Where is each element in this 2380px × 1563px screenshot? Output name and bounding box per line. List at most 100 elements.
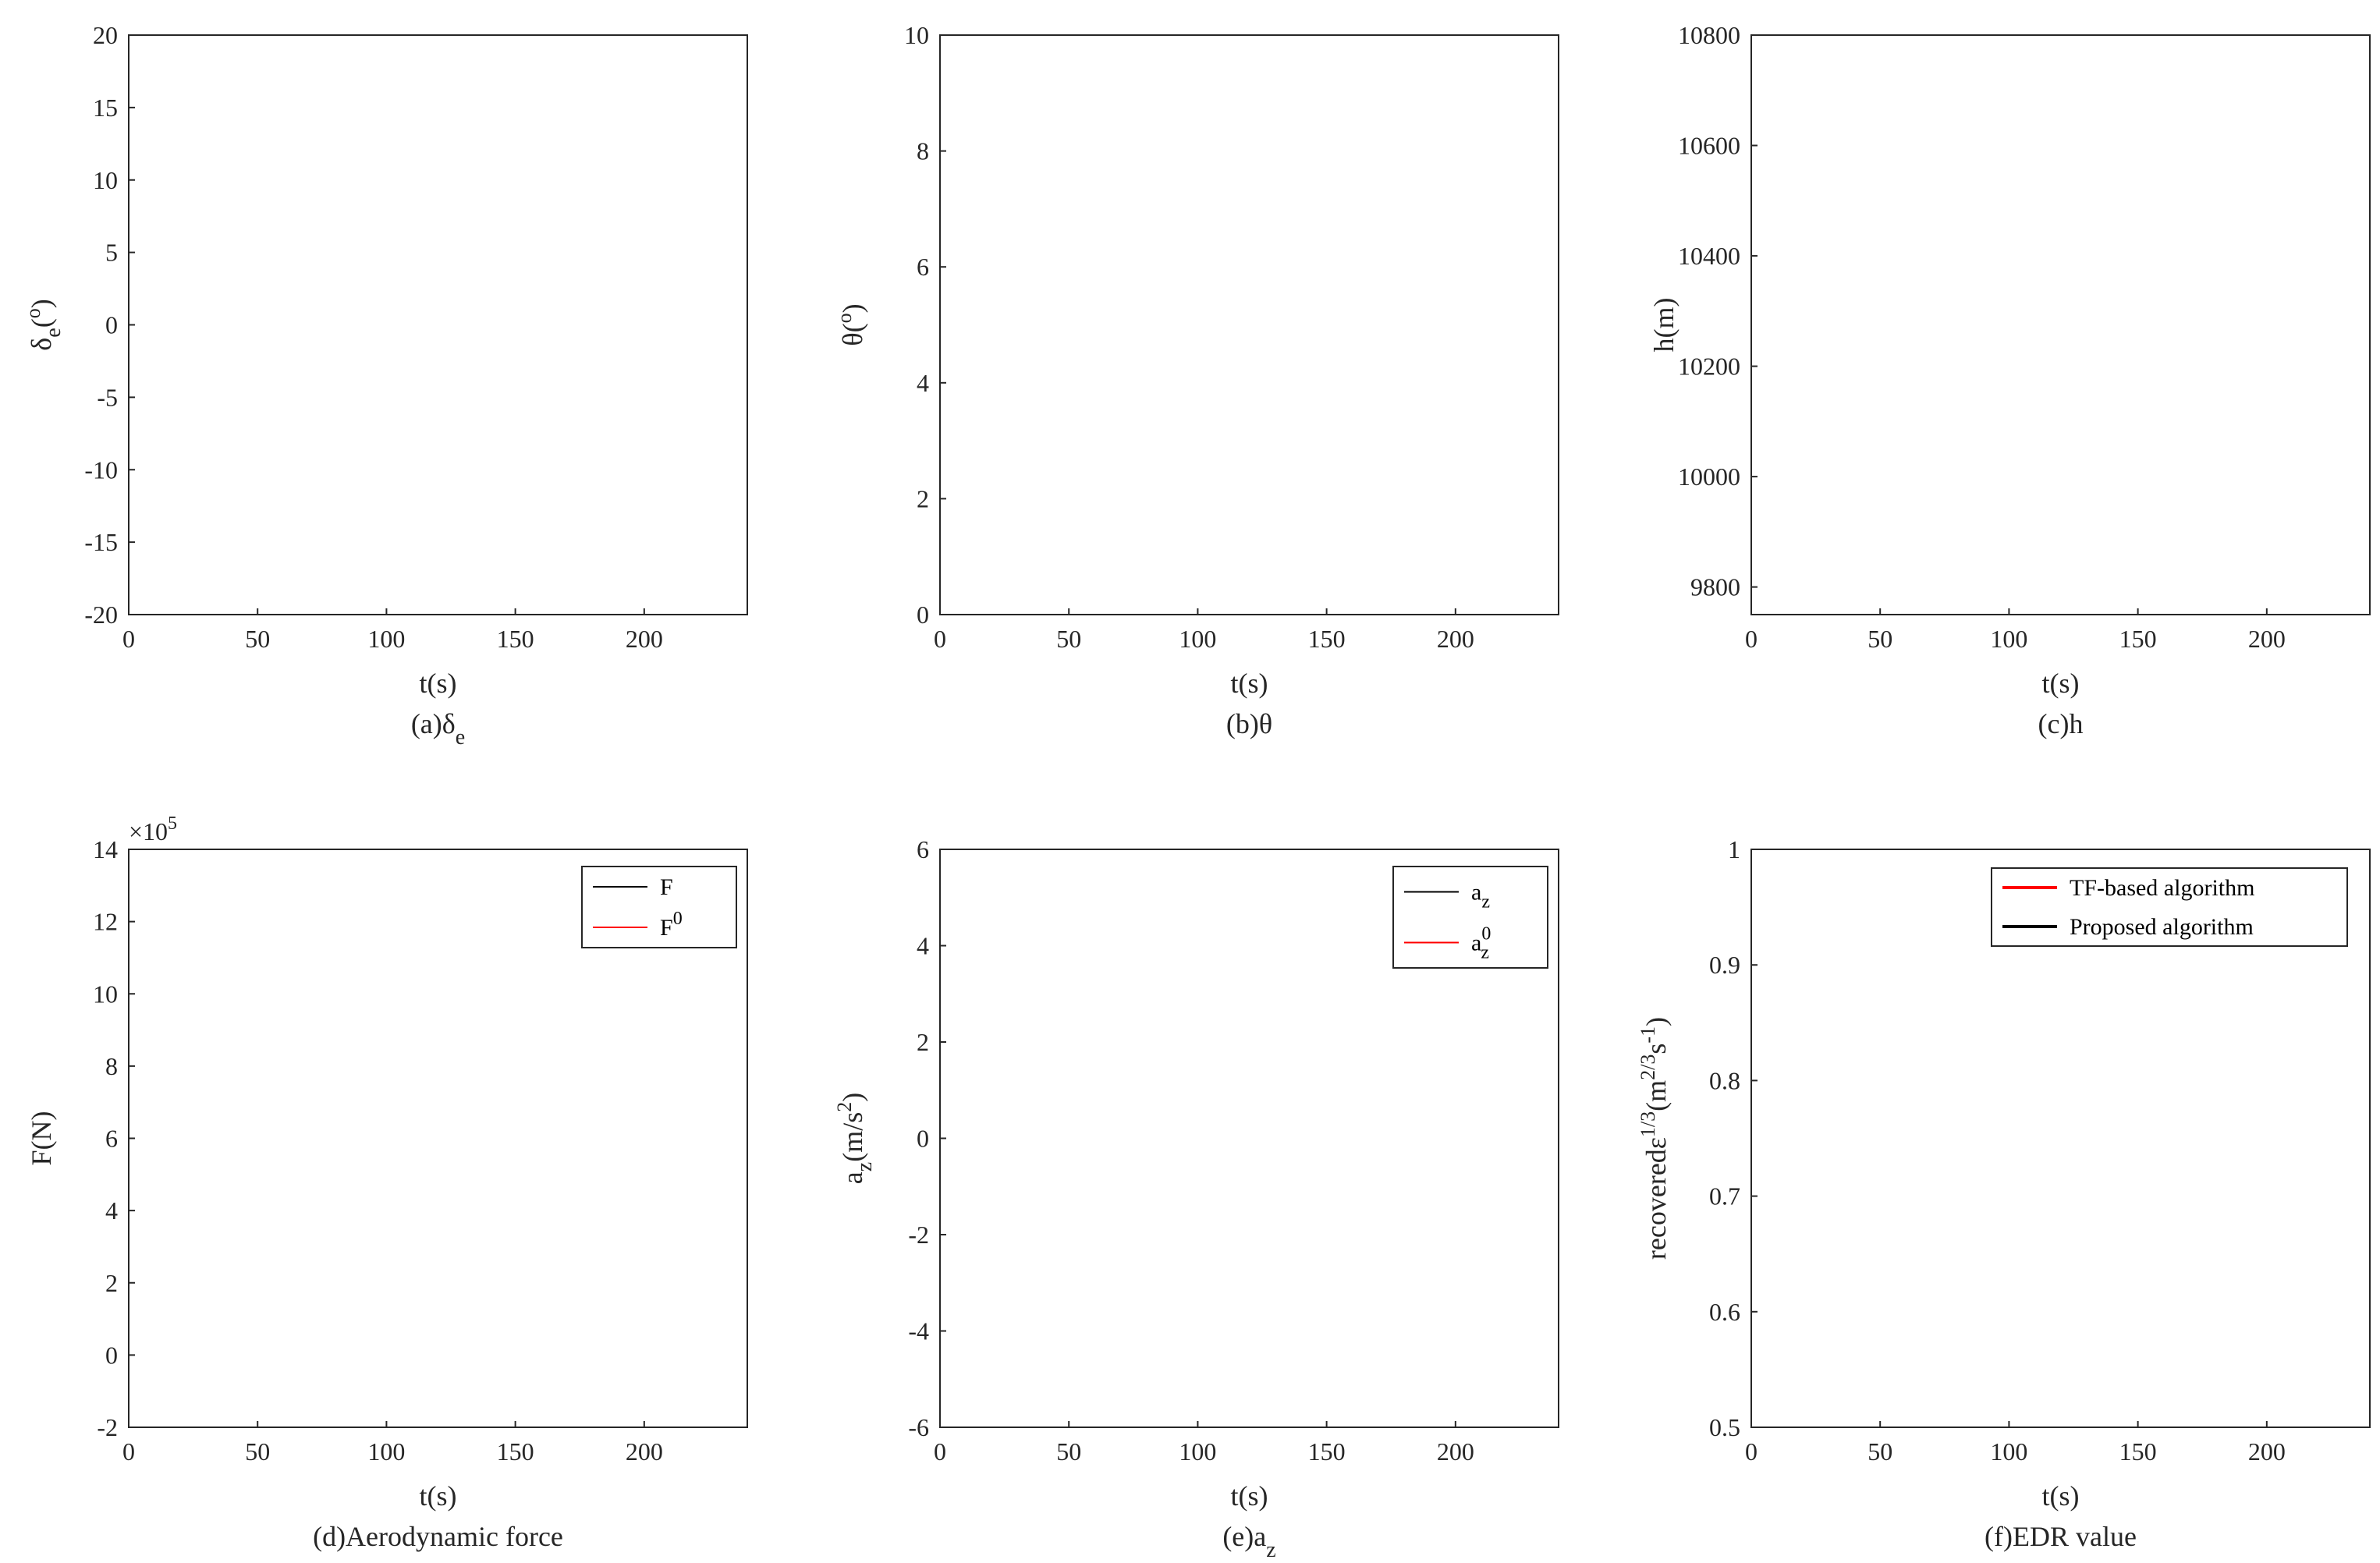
x-tick-label: 200	[2248, 1437, 2286, 1466]
x-tick-label: 0	[934, 1437, 946, 1466]
y-tick-label: 0	[917, 601, 929, 629]
y-tick-label: 4	[917, 932, 929, 960]
y-tick-label: 0	[917, 1125, 929, 1153]
y-tick-label: 6	[105, 1125, 118, 1153]
x-tick-label: 150	[1308, 1437, 1346, 1466]
chart-panel-b: 0 50 100 150 200 0 2 4 6 8 10 t(s) (b)θ θ(o)	[833, 21, 1559, 739]
y-tick-label: 6	[917, 835, 929, 863]
x-tick-label: 100	[1179, 625, 1216, 653]
y-tick-label: 8	[105, 1052, 118, 1080]
y-axis-label: θ(o)	[833, 303, 868, 346]
x-tick-label: 100	[1990, 625, 2027, 653]
x-tick-label: 0	[934, 625, 946, 653]
y-tick-label: 10800	[1678, 21, 1740, 49]
x-tick-label: 100	[367, 625, 405, 653]
y-tick-label: -5	[97, 383, 118, 411]
chart-panel-e: 0 50 100 150 200 -6 -4 -2 0 2 4 6 t(s) (e)az az(m/s2) a…	[833, 835, 1559, 1562]
y-tick-label: -2	[97, 1413, 118, 1441]
x-tick-label: 200	[1437, 1437, 1474, 1466]
panel-caption: (f)EDR value	[1985, 1521, 2137, 1552]
x-tick-label: 50	[1056, 625, 1081, 653]
legend-label: F0	[660, 909, 683, 941]
y-tick-label: -6	[908, 1413, 929, 1441]
panel-caption: (d)Aerodynamic force	[313, 1521, 563, 1552]
x-tick-label: 50	[245, 1437, 270, 1466]
axes-frame	[1750, 34, 2371, 615]
y-tick-label: -15	[84, 528, 118, 556]
x-tick-label: 0	[122, 625, 135, 653]
x-tick-label: 50	[1056, 1437, 1081, 1466]
x-tick-label: 150	[1308, 625, 1346, 653]
x-axis-label: t(s)	[420, 668, 457, 699]
x-tick-label: 50	[1867, 1437, 1892, 1466]
y-tick-label: 5	[105, 239, 118, 267]
x-tick-label: 150	[2119, 625, 2157, 653]
x-axis-label: t(s)	[1231, 668, 1268, 699]
y-tick-label: -4	[908, 1317, 929, 1345]
x-tick-label: 200	[626, 625, 663, 653]
y-axis-label: recoveredε1/3(m2/3s-1)	[1637, 1017, 1672, 1260]
y-tick-label: 12	[93, 908, 118, 936]
y-tick-label: 10600	[1678, 132, 1740, 160]
chart-panel-a: 0 50 100 150 200 -20 -15 -10 -5 0 5 10 15 20 t(s) (a)δe…	[22, 21, 748, 750]
y-tick-label: 2	[917, 1028, 929, 1056]
y-tick-label: 0.8	[1709, 1066, 1740, 1094]
x-tick-label: 100	[1990, 1437, 2027, 1466]
legend-box	[1991, 867, 2348, 947]
y-tick-label: -10	[84, 455, 118, 484]
legend-label: az	[1471, 880, 1490, 913]
axis-exponent: ×105	[129, 813, 177, 845]
panel-caption: (a)δe	[411, 708, 465, 750]
x-tick-label: 200	[2248, 625, 2286, 653]
panel-caption: (e)az	[1222, 1521, 1275, 1562]
x-tick-label: 200	[626, 1437, 663, 1466]
legend-label: F	[660, 874, 673, 900]
x-tick-label: 50	[1867, 625, 1892, 653]
y-tick-label: 6	[917, 253, 929, 281]
y-tick-label: 10	[904, 21, 929, 49]
x-tick-label: 50	[245, 625, 270, 653]
y-tick-label: 10	[93, 980, 118, 1008]
y-axis-label: δe(o)	[22, 299, 66, 350]
y-tick-label: 2	[105, 1269, 118, 1297]
y-tick-label: 14	[93, 835, 118, 863]
y-tick-label: 0.7	[1709, 1182, 1740, 1210]
y-axis-label: h(m)	[1648, 298, 1679, 353]
y-tick-label: 9800	[1690, 573, 1740, 601]
y-tick-label: 0.6	[1709, 1298, 1740, 1326]
chart-panel-f: 0 50 100 150 200 0.5 0.6 0.7 0.8 0.9 1 t(s) (f)EDR v…	[1637, 835, 2371, 1552]
y-tick-label: 0	[105, 311, 118, 339]
y-tick-label: 10000	[1678, 463, 1740, 491]
x-tick-label: 150	[497, 625, 534, 653]
x-tick-label: 200	[1437, 625, 1474, 653]
panel-caption: (b)θ	[1226, 708, 1272, 739]
y-axis-label: az(m/s2)	[833, 1093, 877, 1184]
y-tick-label: 0.5	[1709, 1413, 1740, 1441]
legend-box	[581, 866, 737, 948]
x-axis-label: t(s)	[420, 1480, 457, 1512]
x-tick-label: 150	[497, 1437, 534, 1466]
chart-panel-c: 0 50 100 150 200 9800 10000 10200 10400 10600 1080…	[1648, 21, 2371, 739]
y-tick-label: 2	[917, 484, 929, 512]
x-tick-label: 100	[1179, 1437, 1216, 1466]
y-tick-label: -20	[84, 601, 118, 629]
y-tick-label: 10	[93, 166, 118, 194]
x-tick-label: 150	[2119, 1437, 2157, 1466]
y-tick-label: 0	[105, 1341, 118, 1369]
y-tick-label: 10200	[1678, 353, 1740, 381]
x-tick-label: 0	[1745, 625, 1758, 653]
y-tick-label: 0.9	[1709, 951, 1740, 979]
y-tick-label: 1	[1728, 835, 1740, 863]
x-axis-label: t(s)	[2042, 1480, 2080, 1512]
panel-caption: (c)h	[2038, 708, 2084, 739]
x-axis-label: t(s)	[2042, 668, 2080, 699]
legend-label: a0 z	[1471, 924, 1491, 963]
y-tick-label: 15	[93, 94, 118, 122]
legend-box	[1392, 866, 1548, 969]
x-tick-label: 0	[1745, 1437, 1758, 1466]
axes-frame	[939, 34, 1559, 615]
y-tick-label: 20	[93, 21, 118, 49]
y-tick-label: 10400	[1678, 242, 1740, 270]
legend-label: TF-based algorithm	[2070, 875, 2254, 901]
